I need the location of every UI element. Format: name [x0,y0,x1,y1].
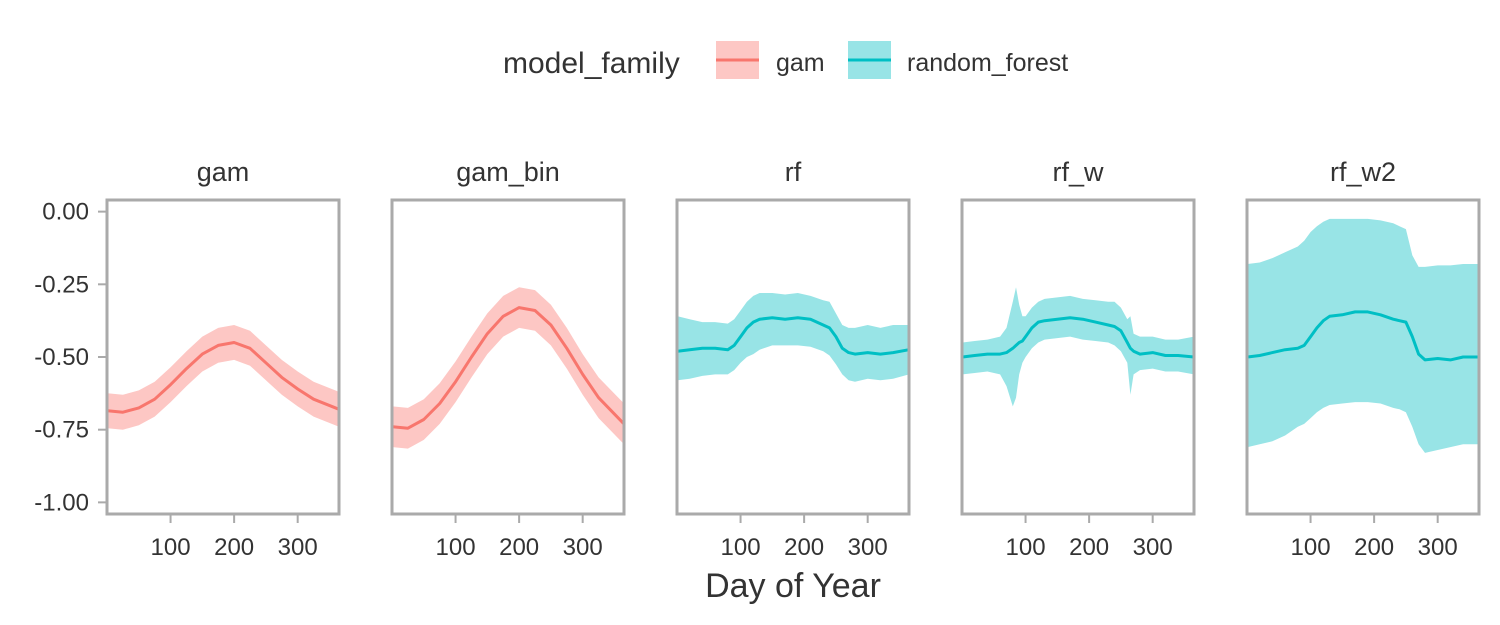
confidence-ribbon [1247,218,1479,453]
strip-label: rf_w2 [1330,157,1396,187]
panel-rf-w2: rf_w2 100 200 300 [1245,157,1481,561]
panel-border [960,198,1196,516]
strip-label: rf_w [1052,157,1104,187]
x-tick-label: 100 [436,534,476,561]
confidence-ribbon [107,325,339,430]
series-line [1247,310,1479,362]
confidence-ribbon [677,293,909,382]
y-tick-label: 0.00 [42,199,89,226]
series-line [677,316,910,356]
panel-gam-bin: gam_bin 100 200 300 [390,157,626,561]
x-tick-label: 100 [721,534,761,561]
x-tick-label: 300 [1133,534,1173,561]
strip-label: rf [785,157,802,187]
y-tick-label: -0.25 [34,271,89,298]
x-tick-label: 100 [1291,534,1331,561]
series-line [392,306,626,430]
x-tick-label: 200 [214,534,254,561]
y-tick-label: -1.00 [34,489,89,516]
x-tick-label: 100 [151,534,191,561]
panel-gam: gam 100 200 300 [105,157,341,561]
x-tick-label: 200 [784,534,824,561]
strip-label: gam_bin [456,157,560,187]
x-tick-label: 100 [1006,534,1046,561]
x-tick-label: 300 [563,534,603,561]
panel-rf-w: rf_w 100 200 300 [960,157,1196,561]
x-tick-label: 200 [499,534,539,561]
legend-label-gam: gam [776,49,825,77]
legend-title: model_family [503,47,680,80]
panel-border [390,198,626,516]
x-tick-label: 200 [1069,534,1109,561]
panel-border [675,198,911,516]
series-line [962,316,1195,359]
strip-label: gam [197,157,250,187]
panel-rf: rf 100 200 300 [675,157,911,561]
panel-border [1245,198,1481,516]
panel-border [105,198,341,516]
x-tick-label: 300 [1418,534,1458,561]
x-tick-label: 200 [1354,534,1394,561]
confidence-ribbon [962,287,1194,407]
y-axis: 0.00 -0.25 -0.50 -0.75 -1.00 [34,199,106,516]
confidence-ribbon [392,287,624,449]
legend-label-random-forest: random_forest [907,49,1068,77]
x-axis-title: Day of Year [705,567,881,605]
y-tick-label: -0.75 [34,417,89,444]
legend-key-random-forest [848,41,891,79]
x-tick-label: 300 [848,534,888,561]
series-line [107,341,340,414]
x-tick-label: 300 [278,534,318,561]
y-tick-label: -0.50 [34,344,89,371]
legend: model_family gam random_forest [503,41,1068,80]
legend-key-gam [716,41,759,79]
